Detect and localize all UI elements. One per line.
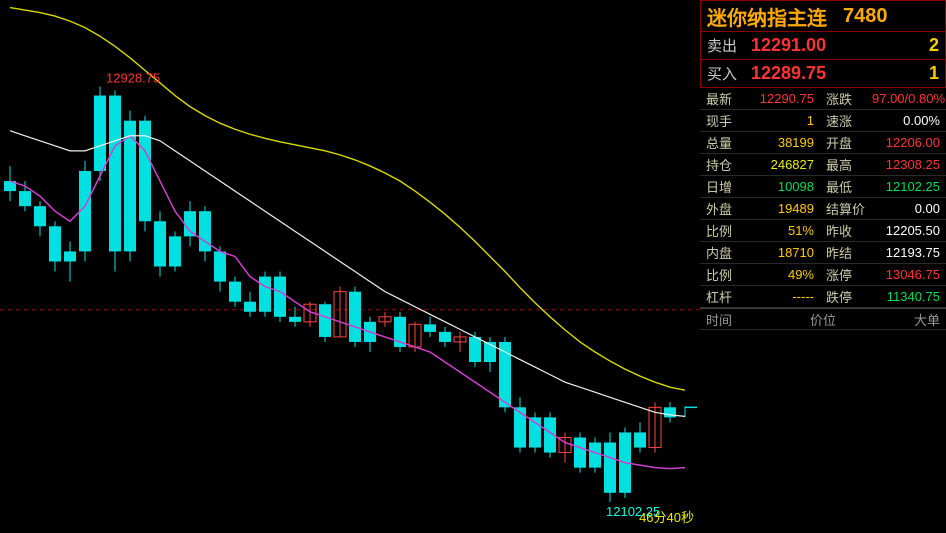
stat-value: 51% (738, 223, 820, 238)
stat-value: 12290.75 (738, 91, 820, 106)
stat-value: 11340.75 (866, 289, 946, 304)
stat-value: 13046.75 (866, 267, 946, 282)
askbid-label: 买入 (701, 63, 745, 84)
trades-header: 时间价位大单 (700, 308, 946, 330)
stat-value: 18710 (738, 245, 820, 260)
stat-label: 最新 (700, 89, 738, 108)
stat-value: 10098 (738, 179, 820, 194)
stats-grid: 最新12290.75涨跌97.00/0.80%现手1速涨0.00%总量38199… (700, 88, 946, 308)
stats-row: 日增10098最低12102.25 (700, 176, 946, 198)
stat-value: 12205.50 (866, 223, 946, 238)
askbid-label: 卖出 (701, 35, 745, 56)
stat-label: 现手 (700, 111, 738, 130)
stat-label: 比例 (700, 221, 738, 240)
stat-label: 持仓 (700, 155, 738, 174)
stat-value: ----- (738, 289, 820, 304)
stat-value: 0.00% (866, 113, 946, 128)
askbid-qty: 1 (897, 63, 945, 84)
askbid-price: 12291.00 (745, 35, 897, 56)
stat-value: 0.00 (866, 201, 946, 216)
stat-value: 49% (738, 267, 820, 282)
stat-label: 涨跌 (820, 89, 866, 108)
stats-row: 持仓246827最高12308.25 (700, 154, 946, 176)
countdown-label: 46分40秒 (639, 510, 694, 525)
stat-label: 最高 (820, 155, 866, 174)
trades-col: 时间 (700, 310, 782, 329)
askbid-qty: 2 (897, 35, 945, 56)
bid-row[interactable]: 买入12289.751 (700, 60, 946, 88)
stat-value: 1 (738, 113, 820, 128)
stat-value: 38199 (738, 135, 820, 150)
stats-row: 最新12290.75涨跌97.00/0.80% (700, 88, 946, 110)
stat-value: 12308.25 (866, 157, 946, 172)
stat-value: 12206.00 (866, 135, 946, 150)
quote-panel: 迷你纳指主连 7480 卖出12291.002买入12289.751 最新122… (700, 0, 946, 528)
stat-label: 开盘 (820, 133, 866, 152)
stat-label: 日增 (700, 177, 738, 196)
stat-label: 最低 (820, 177, 866, 196)
ask-bid-rows: 卖出12291.002买入12289.751 (700, 32, 946, 88)
instrument-code: 7480 (837, 5, 894, 28)
high-label: 12928.75 (106, 70, 160, 85)
stat-value: 97.00/0.80% (866, 91, 946, 106)
stat-label: 杠杆 (700, 287, 738, 306)
stat-label: 昨结 (820, 243, 866, 262)
instrument-title: 迷你纳指主连 (701, 2, 833, 31)
stat-label: 比例 (700, 265, 738, 284)
chart-svg: 12928.7512102.2546分40秒 (0, 0, 700, 528)
stat-label: 结算价▼ (820, 199, 866, 218)
stats-row: 外盘19489结算价▼0.00 (700, 198, 946, 220)
stat-label: 外盘 (700, 199, 738, 218)
stat-value: 19489 (738, 201, 820, 216)
stat-label: 内盘 (700, 243, 738, 262)
trades-col: 大单 (864, 310, 946, 329)
stats-row: 内盘18710昨结12193.75 (700, 242, 946, 264)
stat-label: 跌停 (820, 287, 866, 306)
stats-row: 比例51%昨收12205.50 (700, 220, 946, 242)
stat-value: 12193.75 (866, 245, 946, 260)
stats-row: 总量38199开盘12206.00 (700, 132, 946, 154)
stats-row: 现手1速涨0.00% (700, 110, 946, 132)
askbid-price: 12289.75 (745, 63, 897, 84)
instrument-header: 迷你纳指主连 7480 (700, 0, 946, 32)
stat-value: 12102.25 (866, 179, 946, 194)
stats-row: 比例49%涨停13046.75 (700, 264, 946, 286)
trades-col: 价位 (782, 310, 864, 329)
stat-label: 速涨 (820, 111, 866, 130)
stats-row: 杠杆-----跌停11340.75 (700, 286, 946, 308)
candlestick-chart[interactable]: 12928.7512102.2546分40秒 (0, 0, 700, 528)
ask-row[interactable]: 卖出12291.002 (700, 32, 946, 60)
stat-label: 总量 (700, 133, 738, 152)
stat-label: 涨停 (820, 265, 866, 284)
stat-value: 246827 (738, 157, 820, 172)
stat-label: 昨收 (820, 221, 866, 240)
